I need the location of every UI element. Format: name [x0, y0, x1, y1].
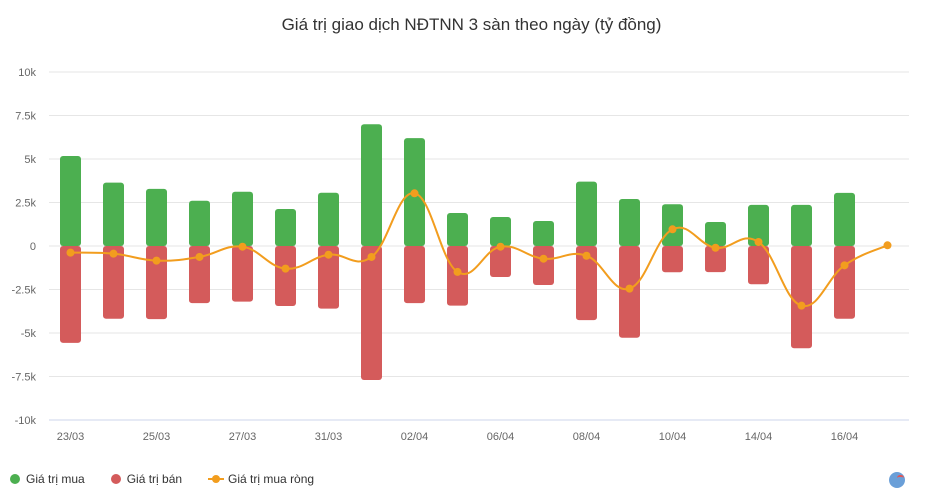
- sell-bar[interactable]: [146, 246, 167, 320]
- brand-logo-icon: [889, 472, 905, 488]
- buy-bar[interactable]: [232, 191, 253, 246]
- green-dot-icon: [10, 474, 20, 484]
- sell-bar[interactable]: [791, 246, 812, 349]
- net-point[interactable]: [66, 248, 75, 257]
- y-tick-label: -2.5k: [12, 285, 37, 297]
- y-tick-label: 5k: [24, 154, 36, 166]
- buy-bar[interactable]: [834, 192, 855, 246]
- buy-bar[interactable]: [60, 156, 81, 246]
- x-tick-label: 02/04: [401, 431, 429, 443]
- sell-bar[interactable]: [189, 246, 210, 304]
- legend-item-buy[interactable]: Giá trị mua: [10, 472, 85, 486]
- buy-bar[interactable]: [318, 192, 339, 246]
- buy-bar[interactable]: [748, 204, 769, 246]
- sell-bar[interactable]: [404, 246, 425, 304]
- net-point[interactable]: [367, 252, 376, 261]
- y-tick-label: 0: [30, 241, 36, 253]
- y-tick-label: 10k: [18, 67, 36, 79]
- net-point[interactable]: [625, 284, 634, 293]
- legend-item-net[interactable]: Giá trị mua ròng: [208, 472, 314, 486]
- buy-bar[interactable]: [705, 221, 726, 246]
- net-point[interactable]: [496, 242, 505, 251]
- net-point[interactable]: [195, 252, 204, 261]
- buy-bar[interactable]: [146, 188, 167, 246]
- sell-bar[interactable]: [576, 246, 597, 321]
- buy-bar[interactable]: [103, 182, 124, 246]
- sell-bar[interactable]: [275, 246, 296, 307]
- x-tick-label: 27/03: [229, 431, 257, 443]
- sell-bar[interactable]: [318, 246, 339, 309]
- sell-bar[interactable]: [705, 246, 726, 273]
- sell-bar[interactable]: [662, 246, 683, 273]
- x-tick-label: 31/03: [315, 431, 343, 443]
- red-dot-icon: [110, 474, 121, 484]
- net-point[interactable]: [539, 254, 548, 263]
- y-tick-label: 7.5k: [15, 111, 36, 123]
- buy-bar[interactable]: [275, 208, 296, 246]
- net-point[interactable]: [324, 250, 333, 259]
- net-point[interactable]: [453, 267, 462, 276]
- sell-bar[interactable]: [533, 246, 554, 285]
- y-tick-label: -10k: [15, 415, 37, 427]
- buy-bar[interactable]: [533, 220, 554, 246]
- legend: Giá trị mua Giá trị bán Giá trị mua ròng: [10, 472, 340, 486]
- y-tick-label: -5k: [21, 328, 37, 340]
- sell-bar[interactable]: [60, 246, 81, 343]
- x-tick-label: 10/04: [659, 431, 687, 443]
- legend-label: Giá trị mua ròng: [228, 472, 315, 486]
- net-point[interactable]: [797, 301, 806, 310]
- x-tick-label: 23/03: [57, 431, 85, 443]
- x-axis-labels: 23/03 25/03 27/03 31/03 02/04 06/04 08/04 10/04…: [57, 431, 859, 443]
- net-line-series: [66, 189, 892, 310]
- bar-series: [60, 124, 855, 380]
- net-point[interactable]: [109, 249, 118, 258]
- buy-bar[interactable]: [619, 199, 640, 246]
- sell-bar[interactable]: [232, 246, 253, 302]
- y-tick-label: 2.5k: [15, 198, 36, 210]
- x-tick-label: 25/03: [143, 431, 171, 443]
- x-tick-label: 16/04: [831, 431, 859, 443]
- sell-bar[interactable]: [490, 246, 511, 277]
- sell-bar[interactable]: [361, 246, 382, 380]
- net-point[interactable]: [152, 256, 161, 265]
- x-tick-label: 14/04: [745, 431, 773, 443]
- net-point[interactable]: [281, 264, 290, 273]
- net-point[interactable]: [582, 251, 591, 260]
- sell-bar[interactable]: [748, 246, 769, 285]
- buy-bar[interactable]: [361, 124, 382, 246]
- buy-bar[interactable]: [662, 204, 683, 246]
- net-point[interactable]: [238, 242, 247, 251]
- legend-label: Giá trị mua: [26, 472, 85, 486]
- x-tick-label: 08/04: [573, 431, 601, 443]
- buy-bar[interactable]: [189, 200, 210, 246]
- buy-bar[interactable]: [791, 204, 812, 246]
- chart-plot: 10k 7.5k 5k 2.5k 0 -2.5k -5k -7.5k -10k 23/03 25/…: [12, 67, 909, 443]
- net-point[interactable]: [840, 261, 849, 270]
- net-point[interactable]: [410, 189, 419, 198]
- line-marker-icon: [208, 474, 225, 484]
- legend-item-sell[interactable]: Giá trị bán: [110, 472, 183, 486]
- net-point[interactable]: [711, 243, 720, 252]
- buy-bar[interactable]: [490, 216, 511, 246]
- legend-label: Giá trị bán: [126, 472, 183, 486]
- sell-bar[interactable]: [103, 246, 124, 319]
- net-point[interactable]: [668, 225, 677, 234]
- y-axis-labels: 10k 7.5k 5k 2.5k 0 -2.5k -5k -7.5k -10k: [12, 67, 37, 427]
- net-point[interactable]: [754, 237, 763, 246]
- y-tick-label: -7.5k: [12, 372, 37, 384]
- buy-bar[interactable]: [576, 181, 597, 246]
- x-tick-label: 06/04: [487, 431, 515, 443]
- sell-bar[interactable]: [834, 246, 855, 319]
- net-point[interactable]: [883, 241, 892, 250]
- buy-bar[interactable]: [447, 212, 468, 246]
- chart-title: Giá trị giao dịch NĐTNN 3 sàn theo ngày …: [281, 15, 662, 34]
- grid-lines: [49, 71, 909, 421]
